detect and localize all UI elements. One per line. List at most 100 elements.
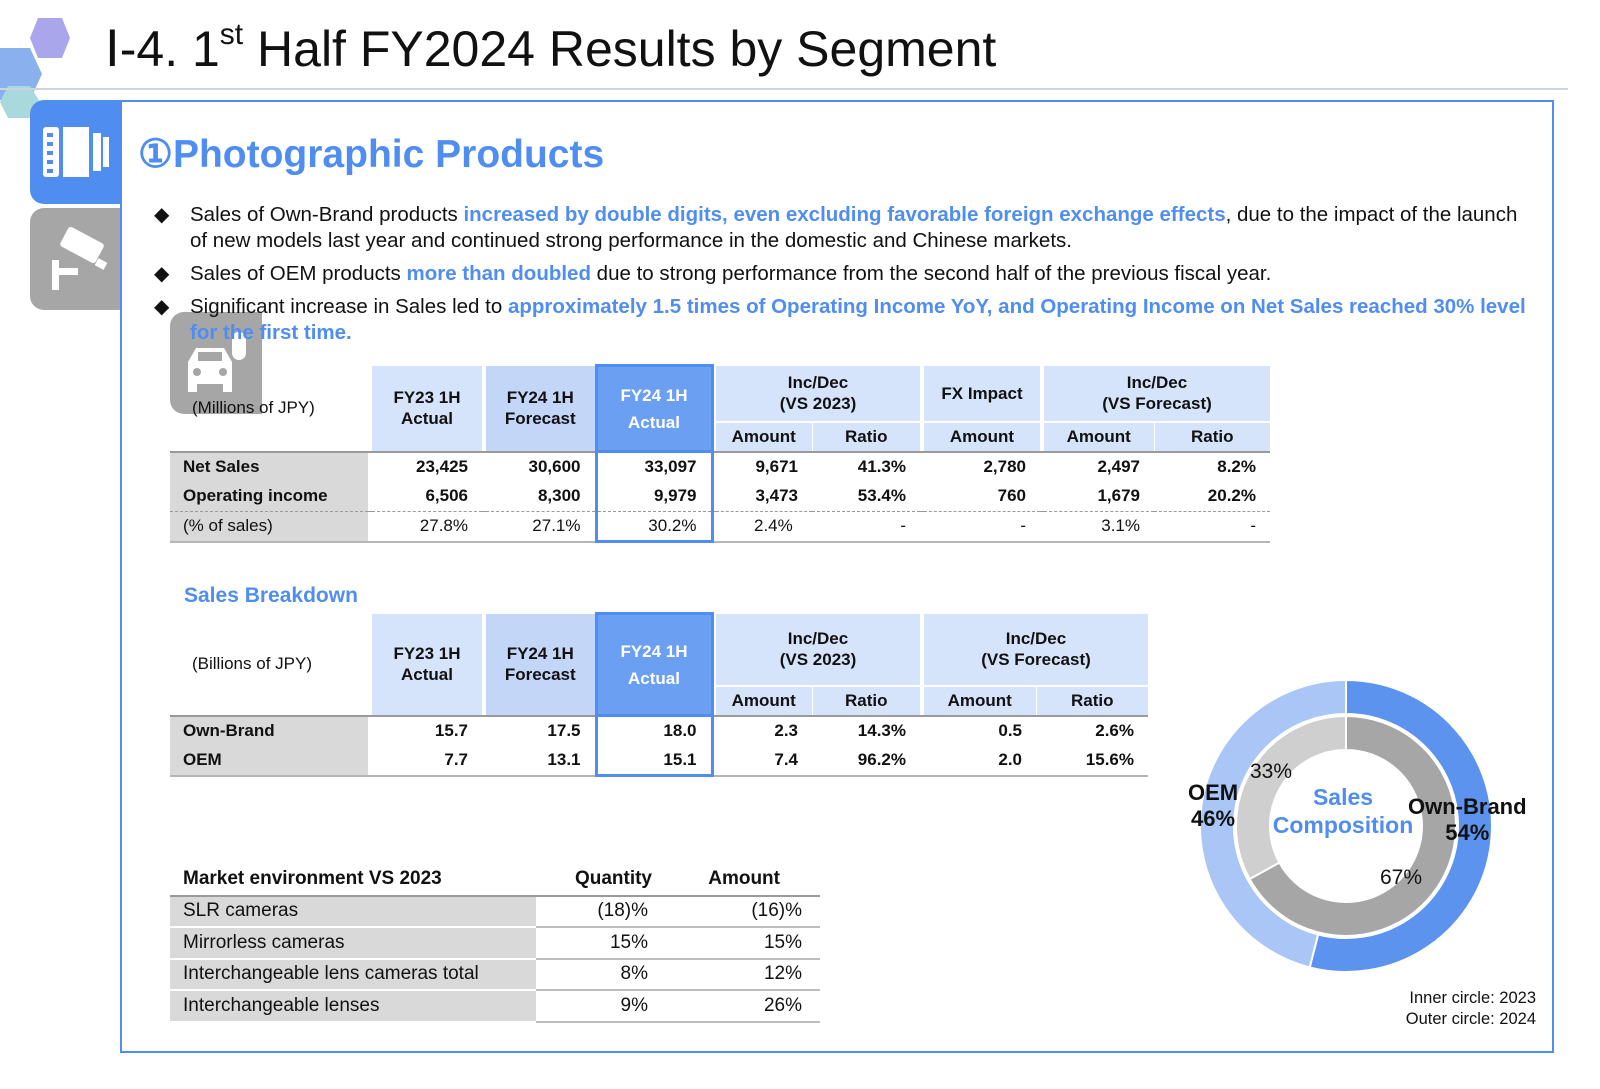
unit-label: (Millions of JPY) <box>192 398 315 417</box>
row-label: Own-Brand <box>170 714 368 746</box>
cell-value: - <box>1154 511 1270 543</box>
header-incdec-forecast: Inc/Dec (VS Forecast) <box>924 613 1148 686</box>
cell-value: 15.6% <box>1036 745 1148 777</box>
cell-value: 30,600 <box>486 450 596 482</box>
cell-value: 13.1 <box>486 745 596 777</box>
cell-value: 2,497 <box>1044 450 1154 482</box>
cell-value: 6,506 <box>425 486 468 506</box>
cell-value: 9% <box>536 990 666 1023</box>
cell-value: 9,979 <box>594 481 714 512</box>
market-header: Market environment VS 2023 <box>170 864 536 897</box>
row-label: Net Sales <box>170 450 368 482</box>
cell-value: (16)% <box>666 895 820 928</box>
donut-inner-oem <box>1235 714 1347 881</box>
oem-outer-label: OEM 46% <box>1188 780 1239 831</box>
cell-value: 2.4% <box>716 511 812 543</box>
sales-breakdown-title: Sales Breakdown <box>184 584 358 607</box>
cell-value: 0.5 <box>924 714 1036 746</box>
cell-value: 12% <box>666 958 820 991</box>
camera-film-icon <box>43 127 109 177</box>
cell-value: 18.0 <box>594 714 714 746</box>
cell-value: 7.7 <box>372 745 482 777</box>
table-row: Operating income 6,506 8,300 9,979 3,473… <box>170 481 1270 512</box>
cell-value: 3.1% <box>1044 511 1154 543</box>
cell-value: 8% <box>536 958 666 991</box>
tab-automotive[interactable] <box>170 312 262 414</box>
donut-inner-own-brand <box>1248 714 1457 937</box>
own-brand-inner-label: 67% <box>1380 866 1423 889</box>
cell-value: 760 <box>997 486 1026 506</box>
donut-outer-own-brand <box>1308 678 1493 973</box>
car-controller-icon <box>188 332 246 392</box>
unit-label: (Billions of JPY) <box>192 654 312 673</box>
header-amount: Amount <box>716 684 812 716</box>
header-fy23-actual: FY23 1H Actual <box>372 613 482 716</box>
cell-value: 20.2% <box>1207 486 1256 506</box>
header-fy24-forecast: FY24 1H Forecast <box>486 365 596 452</box>
header-forecast-ratio: Ratio <box>1153 420 1270 452</box>
header-ratio: Ratio <box>811 684 920 716</box>
cell-value: 15% <box>536 927 666 960</box>
cell-value: 41.3% <box>812 450 920 482</box>
sales-breakdown-table: (Billions of JPY) FY23 1H Actual FY24 1H F… <box>170 612 1148 777</box>
cell-value: 15.1 <box>594 745 714 777</box>
table-row: Interchangeable lenses 9% 26% <box>170 990 820 1023</box>
header-incdec-forecast: Inc/Dec (VS Forecast) <box>1044 365 1270 422</box>
oem-inner-label: 33% <box>1250 760 1293 783</box>
title-divider <box>0 88 1568 90</box>
diamond-bullet-icon: ◆ <box>154 296 170 318</box>
cell-value: 15.7 <box>372 714 482 746</box>
diamond-bullet-icon: ◆ <box>154 204 170 226</box>
row-label: (% of sales) <box>170 511 368 543</box>
row-label: OEM <box>170 745 368 777</box>
header-ratio: Ratio <box>811 420 920 452</box>
chart-note: Inner circle: 2023 Outer circle: 2024 <box>1405 989 1536 1028</box>
page-title: Ⅰ-4. 1st Half FY2024 Results by Segment <box>105 18 997 77</box>
cell-value: 3,473 <box>755 486 798 506</box>
cell-value: - <box>924 511 1040 543</box>
row-label: Operating income <box>170 481 368 512</box>
header-fx-amount: Amount <box>924 420 1040 452</box>
cell-value: 8,300 <box>537 486 581 506</box>
header-forecast-amount: Amount <box>1044 420 1154 452</box>
table-row: Mirrorless cameras 15% 15% <box>170 927 820 960</box>
sales-composition-donut <box>1199 678 1493 973</box>
cell-value: 8.2% <box>1154 450 1270 482</box>
header-forecast-ratio: Ratio <box>1035 684 1148 716</box>
cell-value: 27.8% <box>372 511 482 543</box>
cell-value: 96.2% <box>812 745 920 777</box>
header-fy24-actual: FY24 1H Actual <box>594 612 714 717</box>
amount-header: Amount <box>666 864 820 897</box>
header-fy24-forecast: FY24 1H Forecast <box>486 613 596 716</box>
own-brand-outer-label: Own-Brand 54% <box>1408 794 1527 845</box>
header-fy24-actual: FY24 1H Actual <box>594 364 714 453</box>
donut-outer-oem <box>1199 678 1347 969</box>
cell-value: 9,671 <box>716 450 812 482</box>
header-fx-impact: FX Impact <box>924 365 1040 422</box>
row-label: Interchangeable lens cameras total <box>170 958 536 991</box>
bullet-oem: ◆ Sales of OEM products more than double… <box>154 262 1272 285</box>
results-table: (Millions of JPY) FY23 1H Actual FY24 1H F… <box>170 364 1270 543</box>
cell-value: 53.4% <box>857 486 906 506</box>
cell-value: 14.3% <box>812 714 920 746</box>
cell-value: 2.3 <box>716 714 812 746</box>
tab-photographic[interactable] <box>30 100 122 204</box>
row-label: Interchangeable lenses <box>170 990 536 1023</box>
cell-value: 15% <box>666 927 820 960</box>
bullet-operating-income: ◆ Significant increase in Sales led to a… <box>154 295 1526 344</box>
quantity-header: Quantity <box>536 864 666 897</box>
table-row: Own-Brand 15.7 17.5 18.0 2.3 14.3% 0.5 2… <box>170 714 1148 746</box>
tab-security-camera[interactable] <box>30 208 122 310</box>
table-row: (% of sales) 27.8% 27.1% 30.2% 2.4% - - … <box>170 511 1270 543</box>
bullet-own-brand: ◆ Sales of Own-Brand products increased … <box>154 203 1518 252</box>
section-title: ①Photographic Products <box>138 133 605 176</box>
cell-value: 2.6% <box>1036 714 1148 746</box>
donut-center-label: Sales Composition <box>1272 784 1414 838</box>
diamond-bullet-icon: ◆ <box>154 263 170 285</box>
header-amount: Amount <box>716 420 812 452</box>
header-incdec-2023: Inc/Dec (VS 2023) <box>716 365 920 422</box>
security-camera-icon <box>52 226 108 290</box>
cell-value: 17.5 <box>486 714 596 746</box>
cell-value: 2,780 <box>924 450 1040 482</box>
cell-value: 7.4 <box>716 745 812 777</box>
